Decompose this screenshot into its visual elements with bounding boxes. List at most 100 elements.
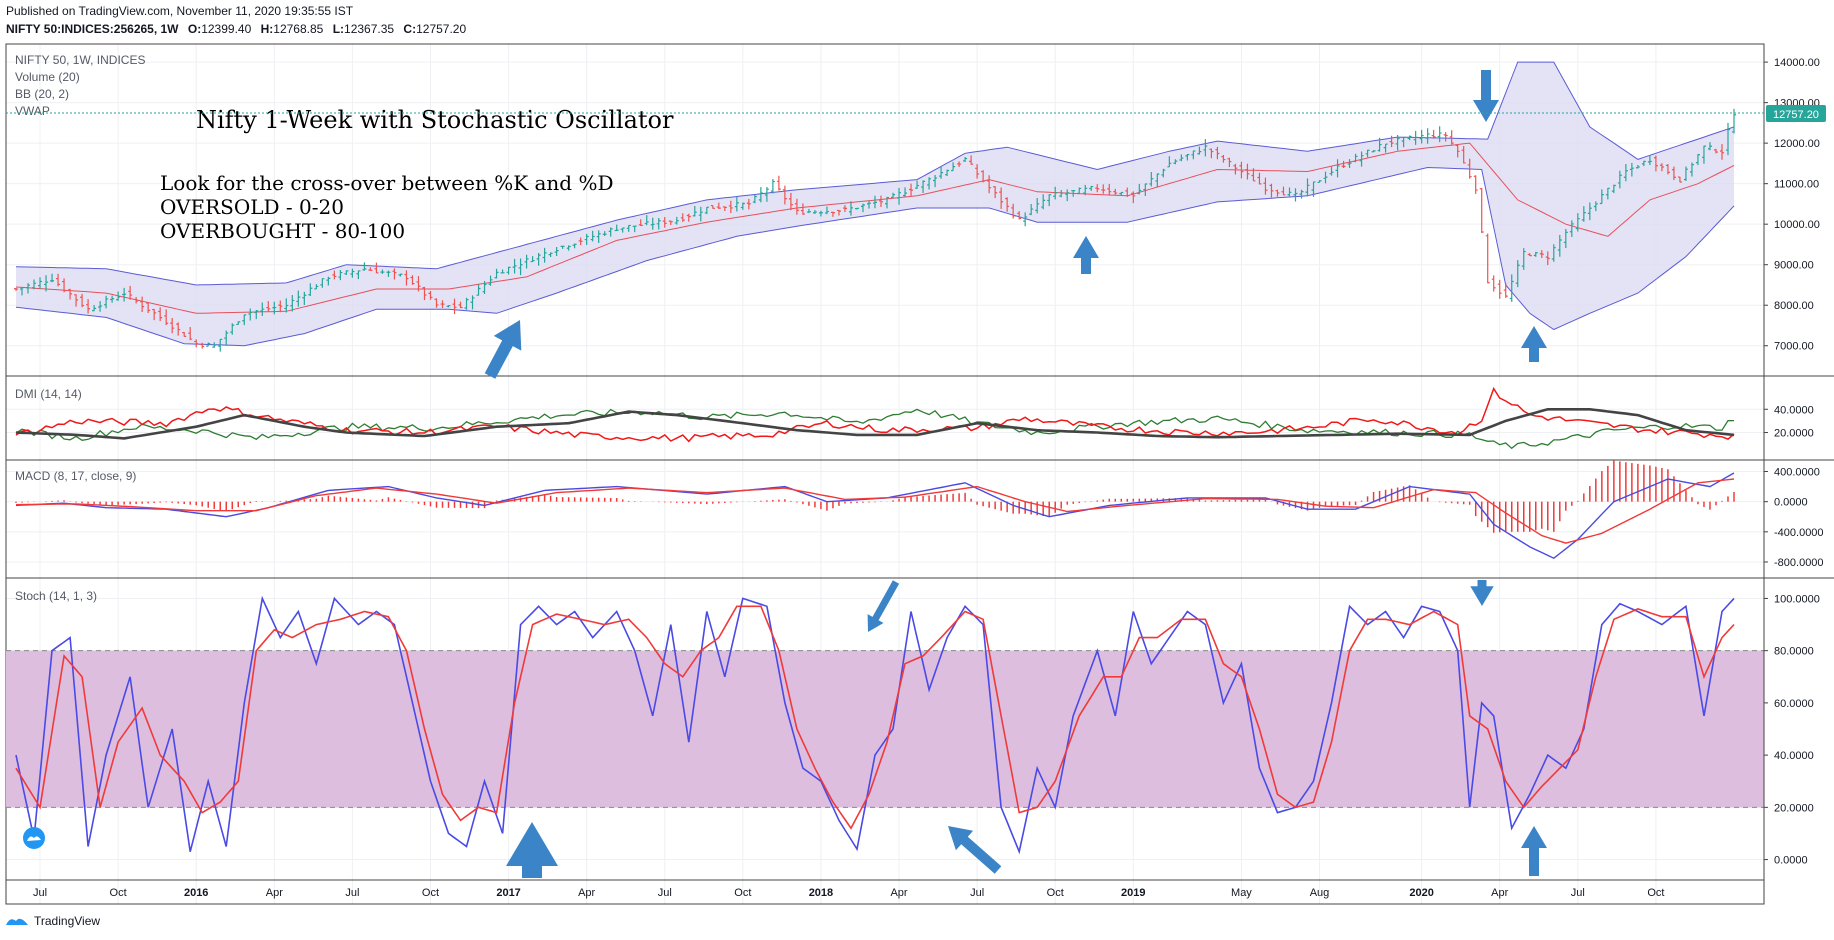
- footer: TradingView: [4, 914, 100, 928]
- stoch-lines: [15, 595, 1735, 855]
- tradingview-logo-badge: [23, 827, 45, 849]
- price-bar-169: [1029, 204, 1034, 216]
- price-bar-212: [1287, 187, 1292, 197]
- price-bar-161: [981, 170, 986, 183]
- price-bar-239: [1449, 130, 1454, 145]
- stoch-k-line: [15, 595, 1735, 855]
- price-bar-140: [854, 207, 859, 210]
- price-bar-209: [1269, 183, 1274, 198]
- price-bar-191: [1161, 168, 1166, 178]
- price-bar-42: [266, 301, 271, 312]
- price-bar-285: [1725, 122, 1730, 156]
- price-bar-177: [1077, 187, 1082, 194]
- price-bar-253: [1533, 251, 1538, 257]
- price-bar-17: [116, 291, 121, 301]
- price-bar-57: [356, 270, 361, 280]
- price-bar-41: [260, 302, 265, 316]
- ohlc-open-label: O:: [187, 22, 202, 36]
- price-bar-15: [104, 295, 109, 309]
- price-bar-55: [344, 270, 349, 276]
- ohlc-open-value: 12399.40: [201, 22, 252, 36]
- price-bar-56: [350, 268, 355, 278]
- price-bar-40: [254, 309, 259, 320]
- price-bar-26: [170, 317, 175, 334]
- price-bar-168: [1023, 212, 1028, 227]
- price-bar-36: [230, 323, 235, 335]
- price-bar-63: [392, 268, 397, 280]
- price-bar-206: [1251, 168, 1256, 182]
- price-tick-label-4: 10000.00: [1774, 219, 1820, 231]
- price-bars: [14, 108, 1736, 352]
- price-bar-70: [434, 298, 439, 308]
- price-bar-21: [140, 296, 145, 312]
- price-bar-157: [957, 161, 962, 167]
- dmi-series-1: [15, 386, 1735, 443]
- x-tick-label-18: Apr: [1491, 887, 1508, 899]
- price-bar-183: [1113, 188, 1118, 195]
- price-bar-62: [386, 270, 391, 277]
- price-bar-275: [1665, 164, 1670, 175]
- annotation-arrows: [484, 70, 1547, 878]
- price-bar-9: [68, 288, 73, 300]
- price-bar-204: [1239, 161, 1244, 179]
- macd-legend: MACD (8, 17, close, 9): [15, 469, 136, 483]
- price-bar-276: [1671, 166, 1676, 181]
- price-bar-198: [1203, 139, 1208, 157]
- price-bar-60: [374, 262, 379, 274]
- price-bar-5: [44, 275, 49, 292]
- price-bar-264: [1599, 189, 1604, 205]
- price-bar-270: [1635, 165, 1640, 169]
- price-bar-101: [620, 227, 625, 233]
- x-tick-label-14: 2019: [1121, 887, 1145, 899]
- price-bar-188: [1143, 183, 1148, 197]
- price-bar-47: [296, 290, 301, 307]
- price-bar-34: [218, 338, 223, 352]
- ohlc-close-value: 12757.20: [416, 22, 467, 36]
- arrow-stoch-2020-up: [1521, 826, 1547, 876]
- price-bar-238: [1443, 132, 1448, 142]
- price-bar-180: [1095, 184, 1100, 193]
- price-bar-165: [1005, 197, 1010, 212]
- price-bar-217: [1317, 180, 1322, 184]
- price-bar-100: [614, 224, 619, 232]
- price-bar-236: [1431, 129, 1436, 139]
- symbol-ohlc-line: NIFTY 50:INDICES:256265, 1W O:12399.40 H…: [6, 22, 466, 36]
- price-bar-121: [740, 202, 745, 210]
- annotation-line-2: OVERSOLD - 0-20: [160, 195, 344, 219]
- price-bar-272: [1647, 155, 1652, 165]
- dmi-lines: [15, 386, 1735, 450]
- price-bar-32: [206, 342, 211, 347]
- price-bar-117: [716, 202, 721, 210]
- x-tick-label-2: 2016: [184, 887, 208, 899]
- price-tick-label-6: 8000.00: [1774, 300, 1814, 312]
- price-bar-2: [26, 283, 31, 294]
- macd-tick-label-2: -400.0000: [1774, 527, 1824, 539]
- price-bar-124: [758, 187, 763, 203]
- price-bar-65: [404, 270, 409, 286]
- price-bar-116: [710, 204, 715, 209]
- x-tick-label-11: Apr: [890, 887, 907, 899]
- price-bar-255: [1545, 251, 1550, 266]
- price-bar-0: [14, 287, 18, 291]
- stoch-legend: Stoch (14, 1, 3): [15, 589, 97, 603]
- price-bar-213: [1293, 188, 1298, 202]
- symbol-label: NIFTY 50:INDICES:256265, 1W: [6, 22, 179, 36]
- x-tick-label-17: 2020: [1409, 887, 1433, 899]
- price-bar-147: [897, 187, 902, 205]
- price-bar-224: [1359, 151, 1364, 167]
- price-bar-256: [1551, 244, 1556, 262]
- price-legend: NIFTY 50, 1W, INDICES Volume (20) BB (20…: [15, 53, 145, 118]
- x-tick-label-12: Jul: [970, 887, 984, 899]
- price-bar-260: [1575, 213, 1580, 232]
- arrow-2017-up: [484, 320, 522, 379]
- price-bar-229: [1389, 135, 1394, 148]
- price-bar-37: [236, 321, 241, 326]
- price-tick-label-7: 7000.00: [1774, 341, 1814, 353]
- price-bar-273: [1653, 155, 1658, 172]
- tradingview-cloud-icon: [6, 918, 28, 925]
- price-bar-220: [1335, 159, 1340, 178]
- price-bar-241: [1461, 145, 1466, 164]
- price-bar-68: [422, 286, 427, 301]
- price-bar-279: [1689, 162, 1694, 177]
